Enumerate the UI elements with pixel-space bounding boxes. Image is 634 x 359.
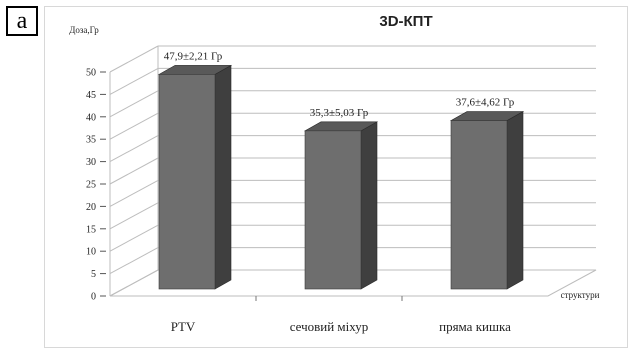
category-label: пряма кишка [439, 319, 511, 334]
panel-label: а [6, 6, 38, 36]
y-tick-label: 50 [86, 68, 96, 79]
y-tick-label: 45 [86, 90, 96, 101]
y-tick-label: 30 [86, 157, 96, 168]
data-label: 47,9±2,21 Гр [164, 50, 223, 62]
side-gridline [109, 135, 159, 163]
bar-side-face [214, 64, 232, 290]
chart-title: 3D-КПТ [379, 13, 432, 30]
side-gridline [109, 112, 159, 140]
side-gridline [109, 224, 159, 252]
y-axis-label: Доза,Гр [69, 25, 99, 35]
text-layer: 0 5 10 15 20 25 30 35 40 45 50 47,9±2,21 Гр PTV 35,3±… [69, 13, 599, 334]
data-label: 37,6±4,62 Гр [456, 97, 515, 109]
y-tick-label: 5 [91, 269, 96, 280]
bar-side-face [506, 111, 524, 290]
side-gridline [109, 67, 159, 95]
side-gridline [109, 202, 159, 230]
y-tick-label: 10 [86, 247, 96, 258]
bar [304, 130, 362, 290]
bars-layer [157, 64, 525, 290]
side-gridline [109, 45, 159, 73]
data-label: 35,3±5,03 Гр [310, 107, 369, 119]
y-tick-label: 35 [86, 135, 96, 146]
category-label: сечовий міхур [290, 319, 369, 334]
side-gridline [109, 179, 159, 207]
y-tick-label: 15 [86, 224, 96, 235]
side-gridline [109, 247, 159, 275]
bar-side-face [360, 121, 378, 290]
chart-area-border [44, 6, 628, 348]
y-tick-label: 25 [86, 180, 96, 191]
y-tick-label: 40 [86, 112, 96, 123]
category-label: PTV [171, 319, 196, 334]
x-axis-label: структури [561, 290, 600, 300]
y-tick-label: 0 [91, 292, 96, 303]
bar [450, 120, 508, 290]
bar [158, 74, 216, 290]
side-gridline [109, 90, 159, 118]
y-tick-label: 20 [86, 202, 96, 213]
side-gridline [109, 157, 159, 185]
